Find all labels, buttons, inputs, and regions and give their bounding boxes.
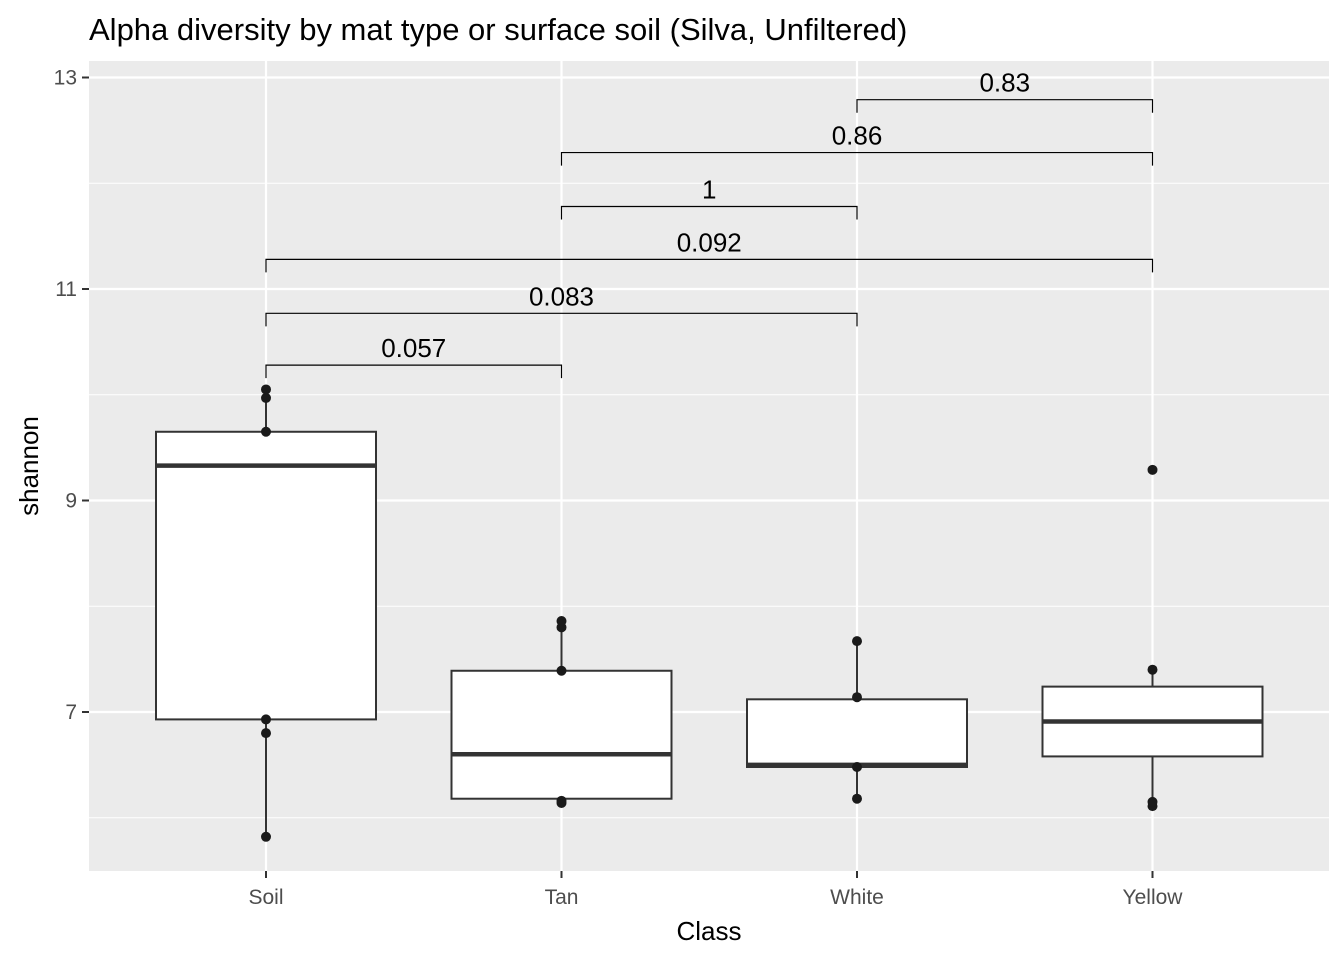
y-tick-label: 7: [65, 701, 77, 724]
y-axis: 7 9 11 13: [54, 67, 89, 724]
box-yellow: [1041, 464, 1264, 812]
p-value-label: 0.83: [979, 68, 1030, 98]
data-point: [261, 426, 271, 437]
data-point: [556, 665, 567, 676]
bracket-line: [856, 99, 1154, 113]
chart-title: Alpha diversity by mat type or surface s…: [89, 12, 907, 47]
x-tick-label: Tan: [545, 886, 579, 909]
box-iqr: [450, 669, 673, 800]
bracket-line: [265, 312, 858, 327]
x-axis-title: Class: [676, 916, 741, 946]
x-tick-label: Yellow: [1123, 886, 1184, 909]
bracket-white-yellow: 0.83: [856, 68, 1154, 113]
data-point: [1147, 664, 1158, 675]
bracket-line: [560, 205, 858, 220]
significance-brackets: 0.057 0.083 0.092 1 0.86 0.83: [265, 68, 1154, 379]
box-soil: [155, 384, 377, 842]
p-value-label: 0.092: [677, 227, 742, 257]
box-tan: [450, 616, 673, 808]
bracket-tan-white: 1: [560, 175, 858, 220]
bracket-line: [265, 258, 1154, 273]
p-value-label: 0.86: [832, 121, 883, 151]
y-axis-title: shannon: [14, 416, 44, 516]
data-point: [852, 692, 862, 703]
data-point: [852, 636, 862, 647]
data-point: [556, 616, 567, 627]
data-point: [852, 761, 862, 772]
x-axis: Soil Tan White Yellow: [248, 871, 1183, 909]
data-point: [261, 831, 271, 842]
bracket-line: [265, 364, 563, 379]
data-point: [556, 795, 567, 806]
data-point: [261, 384, 271, 395]
bracket-soil-tan: 0.057: [265, 333, 563, 379]
data-point: [261, 392, 271, 403]
y-tick-label: 9: [65, 490, 77, 513]
bracket-line: [560, 151, 1154, 166]
bracket-soil-yellow: 0.092: [265, 227, 1154, 273]
data-point: [261, 728, 271, 739]
data-point: [1147, 796, 1158, 807]
p-value-label: 0.083: [529, 281, 594, 311]
x-tick-label: White: [830, 886, 884, 909]
box-white: [746, 636, 968, 804]
box-iqr: [746, 698, 968, 768]
p-value-label: 0.057: [381, 333, 446, 363]
data-point: [1147, 464, 1158, 475]
box-iqr: [155, 430, 377, 721]
bracket-tan-yellow: 0.86: [560, 121, 1154, 166]
bracket-soil-white: 0.083: [265, 281, 858, 327]
y-tick-label: 13: [54, 67, 77, 90]
p-value-label: 1: [702, 175, 716, 205]
data-point: [261, 714, 271, 725]
data-point: [852, 793, 862, 804]
x-tick-label: Soil: [248, 886, 283, 909]
y-tick-label: 11: [55, 278, 77, 301]
boxes: [155, 384, 1264, 842]
